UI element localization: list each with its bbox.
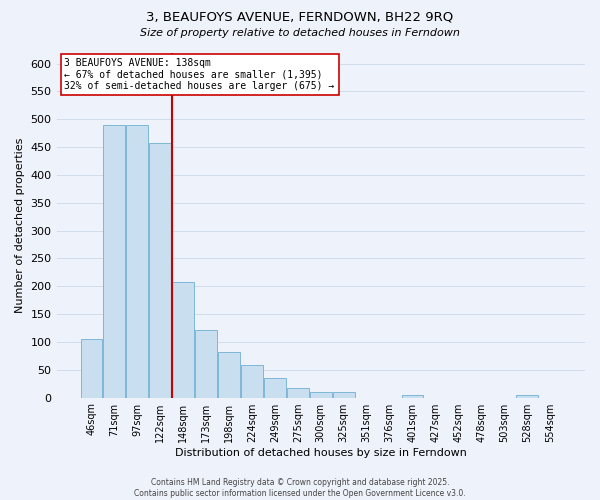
Bar bbox=[264, 378, 286, 398]
Text: 3 BEAUFOYS AVENUE: 138sqm
← 67% of detached houses are smaller (1,395)
32% of se: 3 BEAUFOYS AVENUE: 138sqm ← 67% of detac… bbox=[64, 58, 335, 91]
Bar bbox=[103, 125, 125, 398]
Bar bbox=[333, 392, 355, 398]
Bar bbox=[149, 142, 171, 398]
Bar bbox=[172, 282, 194, 398]
Text: 3, BEAUFOYS AVENUE, FERNDOWN, BH22 9RQ: 3, BEAUFOYS AVENUE, FERNDOWN, BH22 9RQ bbox=[146, 10, 454, 23]
Text: Contains HM Land Registry data © Crown copyright and database right 2025.
Contai: Contains HM Land Registry data © Crown c… bbox=[134, 478, 466, 498]
Bar bbox=[195, 330, 217, 398]
X-axis label: Distribution of detached houses by size in Ferndown: Distribution of detached houses by size … bbox=[175, 448, 467, 458]
Y-axis label: Number of detached properties: Number of detached properties bbox=[15, 138, 25, 312]
Bar bbox=[516, 395, 538, 398]
Bar bbox=[401, 395, 424, 398]
Bar bbox=[287, 388, 309, 398]
Text: Size of property relative to detached houses in Ferndown: Size of property relative to detached ho… bbox=[140, 28, 460, 38]
Bar bbox=[310, 392, 332, 398]
Bar bbox=[127, 125, 148, 398]
Bar bbox=[241, 366, 263, 398]
Bar bbox=[80, 339, 103, 398]
Bar bbox=[218, 352, 240, 398]
